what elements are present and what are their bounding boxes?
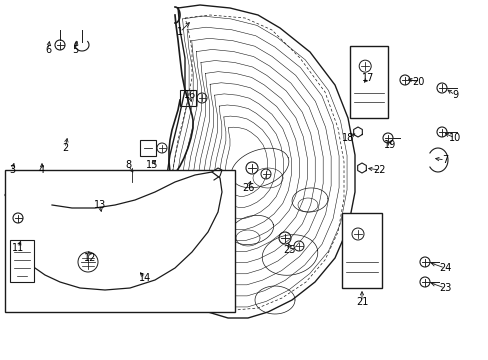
Bar bbox=[180, 90, 196, 106]
Text: 26: 26 bbox=[242, 183, 254, 193]
Text: 24: 24 bbox=[438, 263, 450, 273]
Bar bbox=[5, 170, 235, 312]
Text: 23: 23 bbox=[438, 283, 450, 293]
Text: 7: 7 bbox=[441, 155, 447, 165]
Text: 15: 15 bbox=[145, 160, 158, 170]
Text: 20: 20 bbox=[411, 77, 423, 87]
Text: 11: 11 bbox=[12, 243, 24, 253]
Text: 19: 19 bbox=[383, 140, 395, 150]
Text: 2: 2 bbox=[62, 143, 68, 153]
Bar bbox=[349, 46, 387, 118]
Text: 1: 1 bbox=[177, 27, 183, 37]
Text: 4: 4 bbox=[39, 165, 45, 175]
Text: 3: 3 bbox=[9, 165, 15, 175]
Text: 22: 22 bbox=[373, 165, 386, 175]
Text: 18: 18 bbox=[341, 133, 353, 143]
Text: 10: 10 bbox=[448, 133, 460, 143]
Text: 12: 12 bbox=[83, 253, 96, 263]
Text: 6: 6 bbox=[45, 45, 51, 55]
Text: 14: 14 bbox=[139, 273, 151, 283]
Text: 16: 16 bbox=[183, 90, 196, 100]
Text: 13: 13 bbox=[94, 200, 106, 210]
Text: 25: 25 bbox=[283, 245, 296, 255]
Text: 17: 17 bbox=[361, 73, 373, 83]
Bar bbox=[341, 213, 381, 288]
Text: 9: 9 bbox=[451, 90, 457, 100]
Text: 8: 8 bbox=[124, 160, 131, 170]
Bar bbox=[10, 240, 34, 282]
Text: 21: 21 bbox=[355, 297, 367, 307]
Text: 5: 5 bbox=[72, 45, 78, 55]
Bar bbox=[140, 140, 156, 156]
